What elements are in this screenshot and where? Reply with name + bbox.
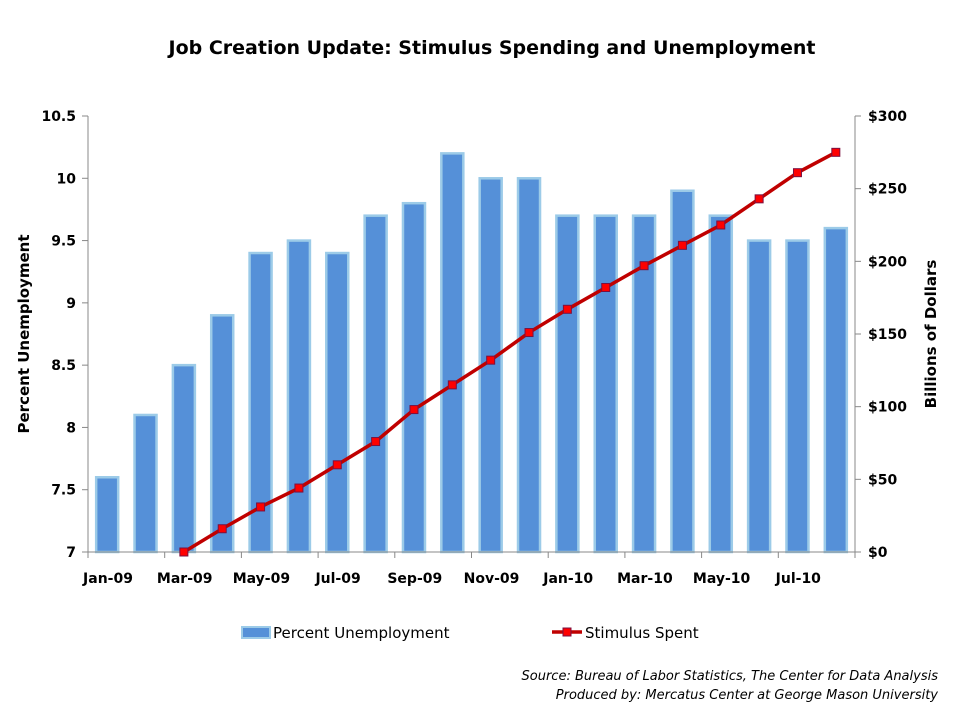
bar-Jun-09	[286, 239, 312, 554]
y-tick-label: 9.5	[51, 234, 76, 250]
y2-tick-label: $300	[868, 109, 907, 125]
bar-Aug-10	[823, 226, 849, 554]
stimulus-marker	[332, 460, 342, 470]
y-tick-label: 9	[66, 296, 76, 312]
x-tick-label: Mar-10	[617, 571, 673, 587]
y2-tick-label: $150	[868, 327, 907, 343]
bar-May-10	[708, 214, 734, 554]
stimulus-marker	[601, 282, 611, 292]
y-axis-label: Percent Unemployment	[15, 235, 33, 434]
bar-Jul-10	[785, 239, 810, 554]
stimulus-marker	[371, 437, 381, 447]
x-tick-label: Nov-09	[464, 571, 520, 587]
y2-tick-label: $0	[868, 545, 888, 561]
stimulus-marker	[831, 147, 841, 157]
x-tick-label: Jan-10	[542, 571, 593, 587]
legend-swatch-stimulus-marker	[562, 627, 572, 637]
source-note: Source: Bureau of Labor Statistics, The …	[522, 669, 939, 684]
x-tick-label: Sep-09	[387, 571, 442, 587]
x-tick-label: Jul-10	[775, 571, 822, 587]
bar-Aug-09	[363, 214, 388, 554]
stimulus-marker	[716, 220, 726, 230]
legend-swatch-unemployment	[241, 626, 271, 639]
bar-Jul-09	[325, 251, 350, 554]
bar-Jan-09	[94, 476, 120, 554]
y-tick-label: 7.5	[51, 483, 76, 499]
legend-label-stimulus: Stimulus Spent	[585, 624, 699, 642]
bar-Oct-09	[440, 152, 465, 554]
y-tick-label: 7	[66, 545, 76, 561]
stimulus-marker	[524, 328, 534, 338]
y2-axis-label: Billions of Dollars	[922, 260, 940, 409]
stimulus-marker	[486, 355, 496, 365]
stimulus-marker	[217, 524, 227, 534]
bar-Jan-10	[555, 214, 580, 554]
bar-Mar-09	[171, 363, 197, 554]
stimulus-marker	[179, 547, 189, 557]
stimulus-marker	[256, 502, 266, 512]
produced-note: Produced by: Mercatus Center at George M…	[556, 688, 939, 703]
x-tick-label: Mar-09	[157, 571, 213, 587]
bar-Jun-10	[746, 239, 772, 554]
x-tick-label: May-09	[233, 571, 290, 587]
x-tick-label: Jan-09	[82, 571, 133, 587]
x-tick-label: Jul-09	[314, 571, 360, 587]
y-tick-label: 10.5	[41, 109, 76, 125]
bar-Feb-09	[133, 413, 158, 554]
bar-Feb-10	[593, 214, 618, 554]
y2-tick-label: $50	[868, 472, 897, 488]
y-tick-label: 10	[57, 171, 77, 187]
stimulus-marker	[294, 483, 304, 493]
stimulus-marker	[409, 405, 419, 415]
y2-tick-label: $200	[868, 254, 907, 270]
stimulus-marker	[639, 261, 649, 271]
stimulus-line	[182, 150, 837, 554]
stimulus-marker	[677, 240, 687, 250]
x-tick-label: May-10	[693, 571, 751, 587]
y2-tick-label: $250	[868, 182, 907, 198]
chart-title: Job Creation Update: Stimulus Spending a…	[167, 37, 816, 59]
bar-Dec-09	[516, 177, 542, 554]
bar-Sep-09	[401, 201, 427, 554]
y-tick-label: 8	[66, 420, 76, 436]
stimulus-marker	[562, 304, 572, 314]
legend-label-unemployment: Percent Unemployment	[273, 624, 450, 642]
legend: Percent Unemployment Stimulus Spent	[241, 624, 699, 642]
stimulus-marker	[447, 380, 457, 390]
y-tick-label: 8.5	[51, 358, 76, 374]
stimulus-marker	[754, 194, 764, 204]
stimulus-marker	[792, 168, 802, 178]
y2-tick-label: $100	[868, 400, 907, 416]
bar-Apr-09	[209, 314, 235, 554]
